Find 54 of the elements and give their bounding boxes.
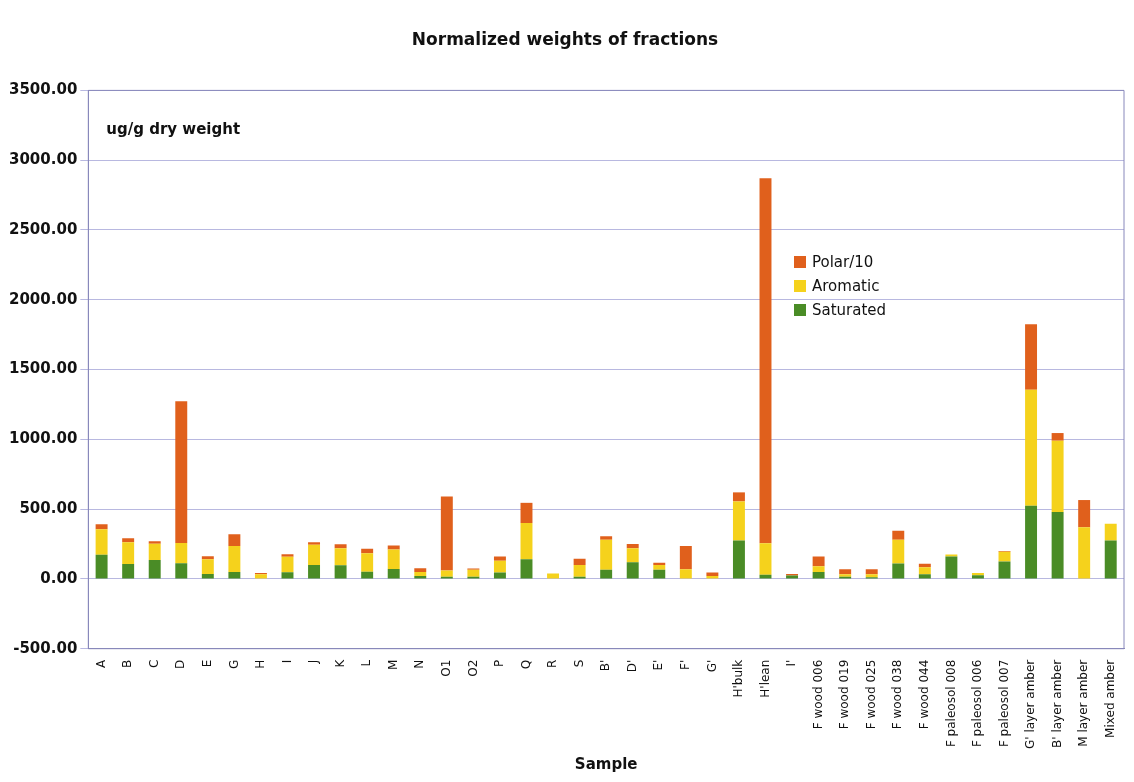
x-tick-label: F wood 006 (810, 659, 825, 730)
x-tick-label: I (279, 659, 294, 664)
chart-title: Normalized weights of fractions (411, 28, 719, 49)
x-tick-label: Q (518, 659, 533, 670)
x-tick-label: O1 (438, 659, 453, 677)
x-tick-label: D' (624, 659, 639, 673)
x-tick-label: B' layer amber (1049, 659, 1064, 748)
x-tick-label: F wood 019 (837, 659, 852, 730)
x-tick-label: F wood 025 (863, 659, 878, 730)
x-tick-label: H'bulk (731, 659, 746, 698)
x-tick-label: H (253, 659, 268, 669)
y-tick-label: 1000.00 (8, 429, 78, 448)
x-tick-label: M layer amber (1076, 659, 1091, 747)
y-tick-label: 500.00 (19, 499, 78, 518)
x-tick-label: O2 (465, 659, 480, 677)
x-tick-label: B (120, 659, 135, 668)
x-tick-label: D (173, 659, 188, 669)
y-tick-label: 1500.00 (8, 359, 78, 378)
x-tick-label: G' layer amber (1023, 659, 1038, 749)
x-tick-label: E' (651, 659, 666, 671)
y-tick-label: -500.00 (13, 638, 78, 657)
y-tick-label: 3500.00 (8, 80, 78, 99)
x-tick-label: F paleosol 007 (996, 659, 1011, 748)
legend-label: Saturated (812, 300, 887, 322)
x-tick-label: F wood 044 (916, 659, 931, 730)
x-tick-label: P (492, 659, 507, 667)
x-tick-label: H'lean (757, 659, 772, 698)
x-tick-label: C (146, 659, 161, 669)
x-tick-label: G (226, 659, 241, 669)
x-tick-label: G' (704, 659, 719, 673)
x-tick-label: F wood 038 (890, 659, 905, 730)
x-tick-label: I' (784, 659, 799, 667)
x-tick-label: M (385, 659, 400, 671)
x-tick-label: F' (677, 659, 692, 670)
x-tick-label: N (412, 659, 427, 669)
y-tick-label: 2500.00 (8, 219, 78, 238)
x-tick-label: E (199, 659, 214, 668)
x-tick-label: J (306, 659, 321, 665)
legend-label: Polar/10 (812, 252, 874, 274)
x-tick-label: A (93, 658, 108, 668)
x-tick-label: R (545, 659, 560, 669)
x-tick-label: Mixed amber (1102, 659, 1117, 738)
x-tick-label: B' (598, 659, 613, 672)
x-tick-label: K (332, 658, 347, 668)
y-tick-label: 2000.00 (8, 289, 78, 308)
x-tick-label: F paleosol 006 (970, 659, 985, 748)
x-tick-label: L (359, 659, 374, 667)
y-tick-label: 3000.00 (8, 150, 78, 169)
y-tick-label: 0.00 (40, 568, 78, 587)
x-tick-label: F paleosol 008 (943, 659, 958, 748)
x-axis-title: Sample (574, 754, 638, 773)
x-tick-label: S (571, 659, 586, 668)
legend-label: Aromatic (812, 276, 880, 298)
annotation: ug/g dry weight (106, 119, 241, 138)
